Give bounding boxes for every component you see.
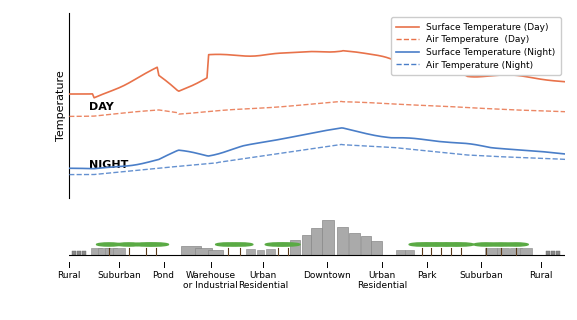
Bar	[497, 248, 509, 255]
Circle shape	[419, 243, 444, 246]
Circle shape	[134, 243, 159, 246]
Circle shape	[144, 243, 168, 246]
Text: Urban
Residential: Urban Residential	[357, 271, 407, 291]
Bar	[106, 248, 117, 255]
Bar	[311, 228, 322, 255]
Bar	[194, 248, 212, 255]
Circle shape	[228, 243, 253, 246]
Circle shape	[265, 243, 290, 246]
Bar	[266, 250, 275, 255]
Bar	[337, 227, 347, 255]
Bar	[82, 251, 85, 255]
Text: DAY: DAY	[89, 102, 114, 112]
Circle shape	[409, 243, 434, 246]
Bar	[181, 246, 201, 255]
Bar	[510, 248, 522, 255]
Circle shape	[449, 243, 474, 246]
Circle shape	[275, 243, 300, 246]
Bar	[546, 251, 549, 255]
Bar	[98, 248, 110, 255]
Circle shape	[117, 243, 141, 246]
Text: Rural: Rural	[58, 271, 81, 280]
Bar	[290, 240, 301, 255]
Text: Rural: Rural	[529, 271, 552, 280]
Circle shape	[439, 243, 464, 246]
Circle shape	[429, 243, 454, 246]
Bar	[396, 250, 405, 255]
Circle shape	[474, 243, 499, 246]
Text: NIGHT: NIGHT	[89, 160, 129, 170]
Bar	[246, 249, 255, 255]
Bar	[404, 250, 414, 255]
Text: Urban
Residential: Urban Residential	[238, 271, 288, 291]
Bar	[257, 250, 264, 255]
Bar	[91, 248, 103, 255]
Circle shape	[489, 243, 514, 246]
Circle shape	[503, 243, 528, 246]
Text: Pond: Pond	[152, 271, 174, 280]
Bar	[520, 248, 532, 255]
Bar	[349, 233, 360, 255]
Bar	[113, 248, 125, 255]
Bar	[550, 251, 554, 255]
Circle shape	[96, 243, 121, 246]
Bar	[72, 251, 76, 255]
Bar	[208, 250, 223, 255]
Text: Downtown: Downtown	[304, 271, 351, 280]
Text: Warehouse
or Industrial: Warehouse or Industrial	[183, 271, 238, 291]
Text: Park: Park	[417, 271, 436, 280]
Text: Suburban: Suburban	[459, 271, 503, 280]
Bar	[302, 235, 311, 255]
Text: Suburban: Suburban	[97, 271, 141, 280]
Bar	[322, 220, 335, 255]
Bar	[485, 248, 497, 255]
Bar	[77, 251, 81, 255]
Y-axis label: Temperature: Temperature	[57, 70, 66, 141]
Circle shape	[216, 243, 241, 246]
Bar	[361, 236, 371, 255]
Bar	[372, 241, 383, 255]
Legend: Surface Temperature (Day), Air Temperature  (Day), Surface Temperature (Night), : Surface Temperature (Day), Air Temperatu…	[391, 17, 561, 75]
Bar	[556, 251, 560, 255]
